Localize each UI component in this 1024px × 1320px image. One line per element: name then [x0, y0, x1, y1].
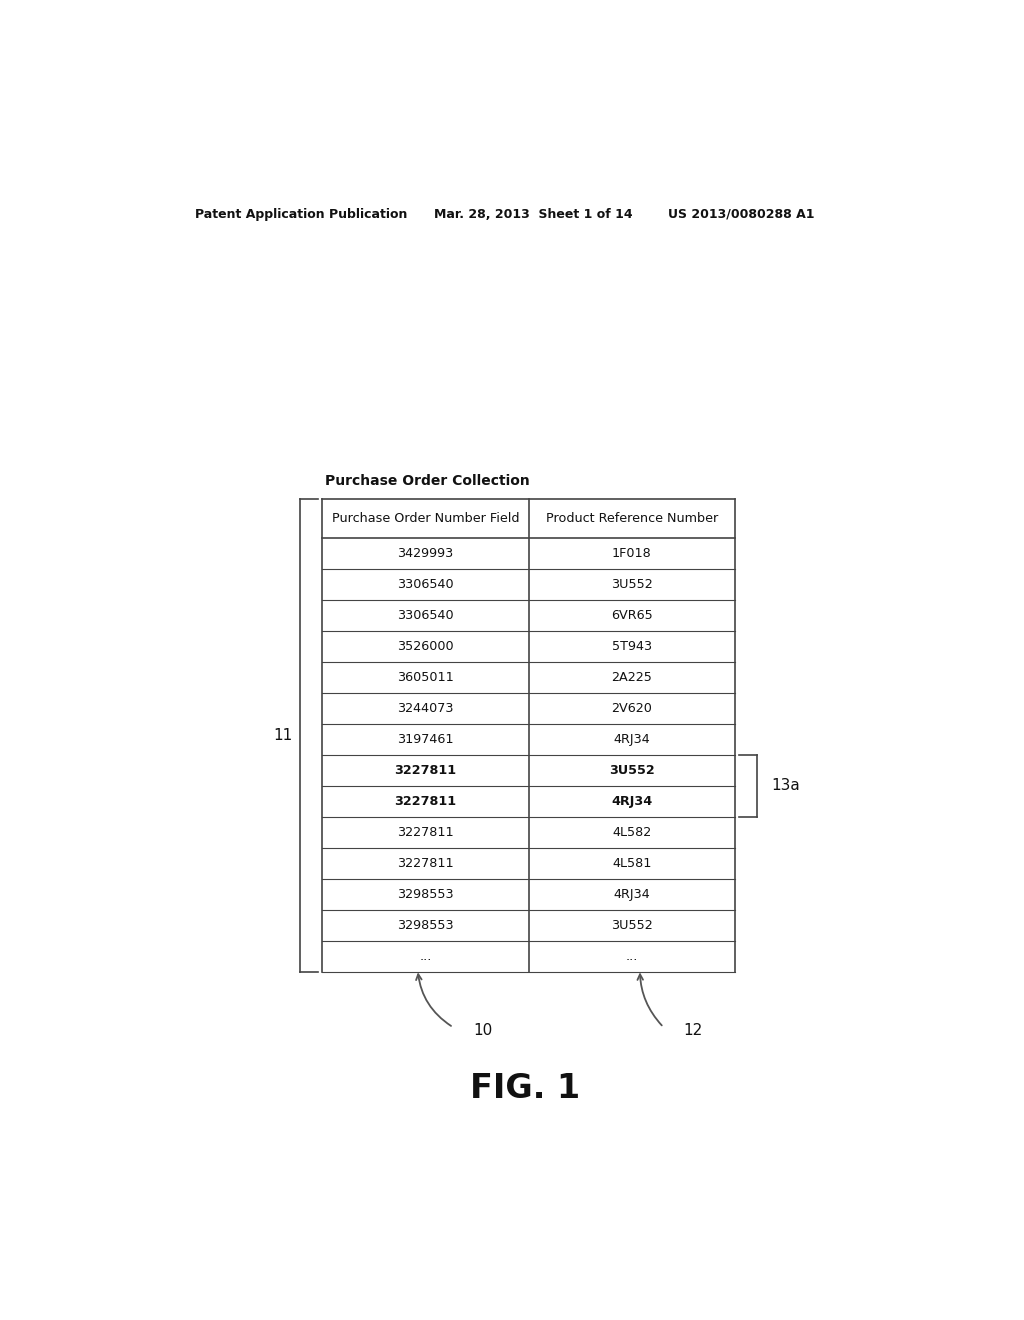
Text: Purchase Order Number Field: Purchase Order Number Field	[332, 512, 519, 525]
Text: 3U552: 3U552	[611, 919, 653, 932]
Text: 3U552: 3U552	[611, 578, 653, 590]
Text: 3U552: 3U552	[609, 763, 654, 776]
Text: 4RJ34: 4RJ34	[611, 795, 652, 808]
Text: 11: 11	[273, 727, 293, 743]
Text: ...: ...	[420, 949, 432, 962]
Text: 3227811: 3227811	[397, 857, 454, 870]
Text: 4L582: 4L582	[612, 825, 651, 838]
Text: 10: 10	[473, 1023, 493, 1038]
Text: 3429993: 3429993	[397, 546, 454, 560]
Text: 3526000: 3526000	[397, 639, 454, 652]
Text: 4RJ34: 4RJ34	[613, 887, 650, 900]
Text: ...: ...	[626, 949, 638, 962]
Text: 4L581: 4L581	[612, 857, 651, 870]
Text: 2A225: 2A225	[611, 671, 652, 684]
Text: 5T943: 5T943	[612, 639, 652, 652]
Text: 3605011: 3605011	[397, 671, 454, 684]
Text: FIG. 1: FIG. 1	[470, 1072, 580, 1105]
Text: 3197461: 3197461	[397, 733, 454, 746]
Text: Product Reference Number: Product Reference Number	[546, 512, 718, 525]
Text: 3306540: 3306540	[397, 609, 454, 622]
Text: 3244073: 3244073	[397, 701, 454, 714]
Text: 3227811: 3227811	[397, 825, 454, 838]
Text: 2V620: 2V620	[611, 701, 652, 714]
Text: 13a: 13a	[772, 777, 801, 793]
Text: 3227811: 3227811	[394, 763, 457, 776]
Text: Patent Application Publication: Patent Application Publication	[196, 207, 408, 220]
Text: 3227811: 3227811	[394, 795, 457, 808]
Text: Purchase Order Collection: Purchase Order Collection	[325, 474, 529, 487]
Text: Mar. 28, 2013  Sheet 1 of 14: Mar. 28, 2013 Sheet 1 of 14	[433, 207, 632, 220]
Text: 1F018: 1F018	[612, 546, 652, 560]
Text: 3298553: 3298553	[397, 919, 454, 932]
Text: US 2013/0080288 A1: US 2013/0080288 A1	[668, 207, 814, 220]
Text: 4RJ34: 4RJ34	[613, 733, 650, 746]
Text: 3298553: 3298553	[397, 887, 454, 900]
Text: 3306540: 3306540	[397, 578, 454, 590]
Text: 6VR65: 6VR65	[611, 609, 653, 622]
Text: 12: 12	[684, 1023, 702, 1038]
